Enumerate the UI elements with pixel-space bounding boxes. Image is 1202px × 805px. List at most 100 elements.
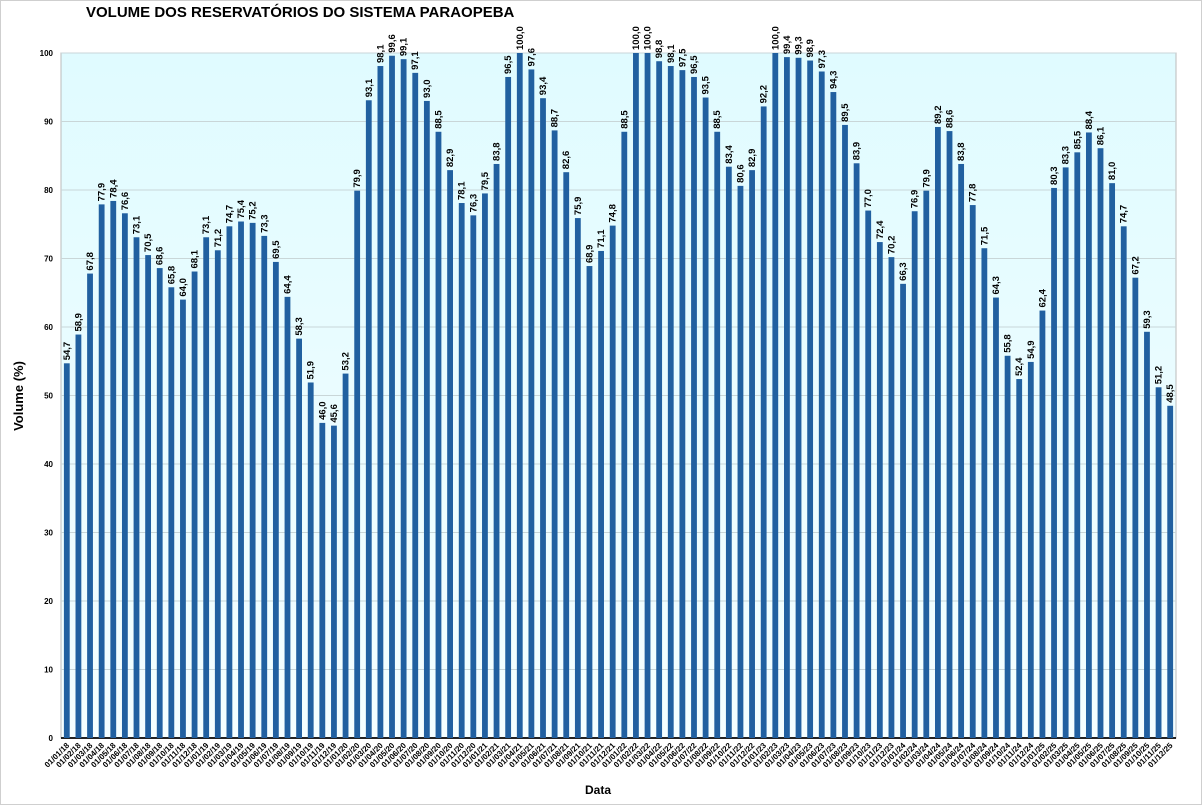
bar (400, 59, 407, 739)
bar (621, 131, 628, 738)
bar (191, 271, 198, 738)
data-label: 78,4 (108, 179, 119, 198)
bar (842, 124, 848, 739)
y-tick-label: 50 (44, 392, 53, 401)
y-tick-label: 40 (44, 460, 53, 469)
bar (319, 422, 326, 738)
bar (1085, 132, 1092, 738)
bar (598, 250, 604, 738)
bar (110, 200, 117, 738)
data-label: 77,0 (863, 189, 874, 208)
bar (516, 53, 523, 738)
data-label: 98,9 (805, 39, 816, 58)
data-label: 64,4 (282, 275, 293, 294)
bar (969, 205, 976, 738)
data-label: 88,5 (619, 110, 630, 129)
x-axis-label: Data (585, 783, 611, 797)
bar (98, 204, 105, 738)
data-label: 86,1 (1096, 126, 1107, 145)
data-label: 83,8 (492, 142, 503, 161)
data-label: 54,9 (1026, 340, 1037, 359)
data-label: 100,0 (631, 26, 642, 50)
bar (75, 334, 82, 738)
bar (679, 70, 686, 738)
bar (482, 193, 488, 739)
bar (667, 66, 674, 738)
data-label: 54,7 (62, 342, 73, 361)
data-label: 82,9 (445, 149, 456, 168)
data-label: 53,2 (341, 352, 352, 371)
data-label: 79,9 (352, 169, 363, 188)
data-label: 48,5 (1165, 384, 1176, 403)
data-label: 99,1 (399, 37, 410, 56)
data-label: 82,9 (747, 149, 758, 168)
bar (923, 190, 930, 738)
bar (749, 170, 755, 738)
bar (180, 299, 186, 738)
data-label: 74,7 (224, 205, 235, 224)
bar (714, 131, 721, 738)
bar (168, 287, 175, 738)
data-label: 46,0 (317, 401, 328, 420)
data-label: 100,0 (515, 26, 526, 50)
bar (447, 170, 453, 738)
y-tick-label: 60 (44, 323, 53, 332)
bar (563, 172, 570, 738)
bar (737, 185, 744, 738)
data-label: 93,0 (422, 79, 433, 98)
bar (261, 235, 268, 738)
y-tick-label: 10 (44, 666, 53, 675)
bar (900, 283, 906, 738)
data-label: 83,8 (956, 142, 967, 161)
data-label: 58,3 (294, 317, 305, 336)
data-label: 80,3 (1049, 166, 1060, 185)
bar (470, 215, 477, 739)
data-label: 78,1 (457, 181, 468, 200)
data-label: 68,1 (190, 249, 201, 268)
data-label: 68,9 (584, 245, 595, 264)
bar (691, 76, 697, 739)
data-label: 93,1 (364, 78, 375, 97)
data-label: 94,3 (828, 71, 839, 90)
data-label: 51,9 (306, 361, 317, 380)
chart-title: VOLUME DOS RESERVATÓRIOS DO SISTEMA PARA… (86, 3, 515, 21)
bar (87, 273, 93, 738)
bar (795, 57, 802, 739)
bar (1027, 361, 1034, 738)
y-tick-label: 100 (40, 49, 54, 58)
bar (818, 71, 825, 739)
bar (1016, 379, 1023, 738)
y-axis-label: Volume (%) (11, 361, 26, 431)
bar (272, 261, 279, 738)
bar (1120, 226, 1127, 738)
data-label: 71,1 (596, 229, 607, 248)
data-label: 97,3 (817, 50, 828, 69)
bar (1004, 355, 1011, 738)
y-tick-label: 20 (44, 597, 53, 606)
bar (307, 382, 314, 738)
bar (214, 250, 221, 738)
bar (633, 53, 639, 738)
data-label: 77,8 (968, 184, 979, 203)
bar (249, 222, 256, 738)
bar (772, 53, 779, 738)
bar (1132, 277, 1139, 738)
bar (574, 218, 581, 738)
bar (586, 266, 593, 738)
data-label: 83,9 (852, 142, 863, 161)
bar (830, 92, 837, 739)
data-label: 93,5 (701, 75, 712, 94)
data-label: 81,0 (1107, 162, 1118, 181)
bar (296, 338, 303, 738)
bar (1062, 167, 1069, 738)
bar (725, 166, 732, 738)
bar (876, 242, 883, 738)
y-tick-label: 90 (44, 118, 53, 127)
data-label: 83,3 (1061, 146, 1072, 165)
bar (63, 363, 70, 738)
data-label: 97,1 (410, 51, 421, 70)
bar (389, 55, 395, 739)
data-label: 88,4 (1084, 110, 1095, 129)
